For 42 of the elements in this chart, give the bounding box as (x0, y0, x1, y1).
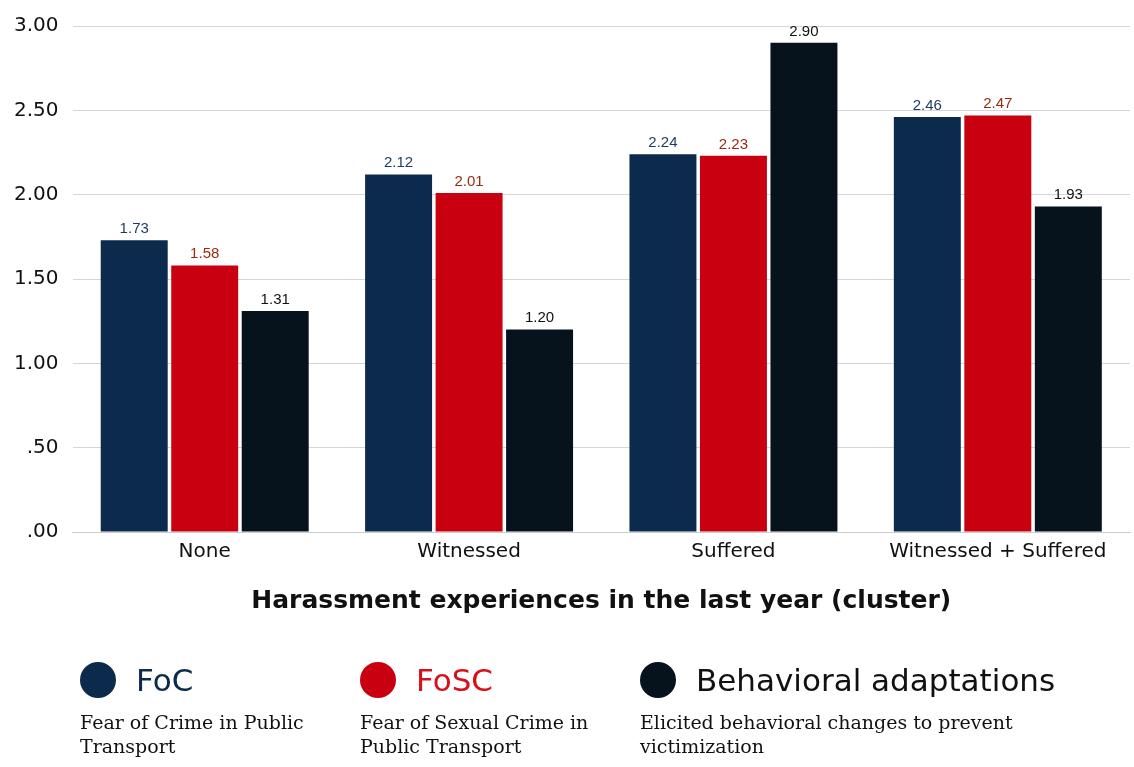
y-tick-label: 2.50 (14, 96, 59, 121)
bar (100, 240, 168, 532)
bar (241, 311, 309, 532)
data-label: 2.23 (718, 134, 749, 152)
data-label: 2.12 (383, 153, 414, 171)
bar (629, 154, 697, 532)
data-label: 1.73 (119, 218, 149, 236)
data-label: 2.24 (648, 132, 678, 150)
bar (964, 115, 1032, 532)
y-tick-label: 3.00 (14, 12, 59, 37)
text: Elicited behavioral changes to prevent victimization (640, 710, 1014, 758)
x-axis-title: Harassment experiences in the last year (cluster) (251, 584, 952, 614)
x-tick-label: Suffered (691, 538, 776, 563)
data-label: 1.58 (190, 244, 220, 262)
text: Fear of Crime in Public Transport (80, 710, 305, 758)
data-label: 1.31 (260, 289, 290, 307)
data-label: 1.20 (524, 308, 555, 326)
bar (1034, 206, 1102, 532)
legend-label: FoSC (416, 662, 494, 698)
y-tick-label: 1.50 (14, 265, 59, 290)
y-tick-label: 2.00 (14, 180, 59, 205)
y-tick-label: .50 (26, 433, 59, 458)
x-tick-label: Witnessed (417, 538, 521, 563)
data-label: 2.90 (789, 21, 819, 39)
bar (893, 117, 961, 532)
x-tick-label: None (178, 538, 231, 563)
data-label: 2.47 (983, 94, 1013, 112)
bar (365, 174, 433, 532)
bar (699, 155, 767, 532)
data-label: 1.93 (1053, 185, 1083, 203)
data-label: 2.01 (454, 171, 484, 189)
x-tick-label: Witnessed + Suffered (889, 538, 1107, 563)
bar (770, 42, 838, 532)
legend-label: FoC (136, 662, 194, 698)
bar (171, 265, 239, 532)
legend-label: Behavioral adaptations (696, 662, 1056, 698)
text: Fear of Sexual Crime in Public Transport (360, 710, 590, 758)
bar (506, 329, 574, 532)
data-label: 2.46 (912, 95, 942, 113)
bar (435, 192, 503, 532)
y-tick-label: 1.00 (14, 349, 59, 374)
y-tick-label: .00 (26, 518, 59, 543)
